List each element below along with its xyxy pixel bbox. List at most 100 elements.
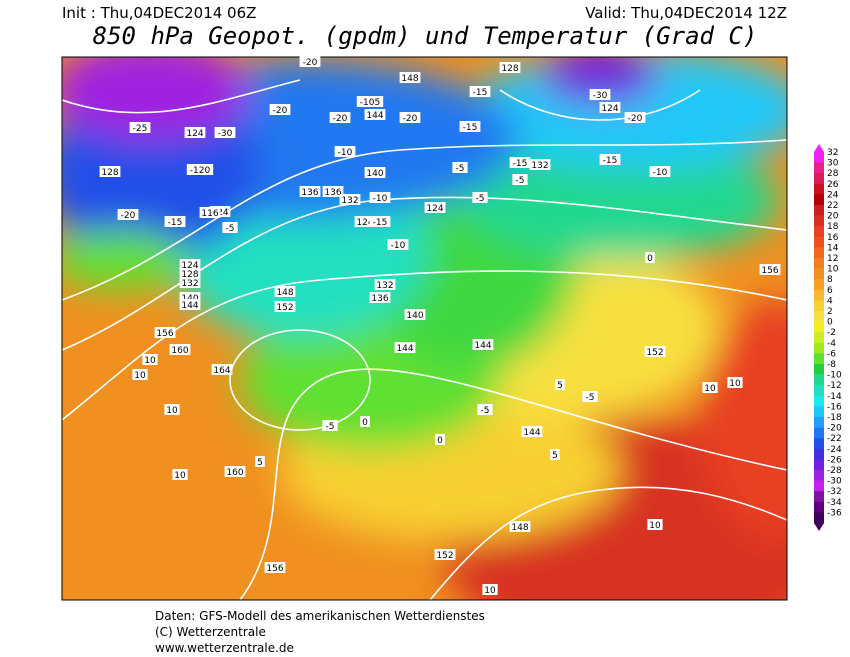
legend-swatch	[814, 321, 824, 333]
legend-swatch	[814, 353, 824, 365]
contour-label: 164	[213, 366, 230, 376]
label-box	[129, 122, 151, 133]
legend-label: -16	[827, 402, 842, 412]
contour-label: 10	[704, 384, 716, 394]
label-box	[512, 174, 528, 185]
contour-label: 10	[166, 406, 178, 416]
label-box	[482, 584, 498, 595]
contour-label: 144	[396, 344, 413, 354]
valid-time: Valid: Thu,04DEC2014 12Z	[585, 4, 787, 22]
contour-label: 144	[181, 301, 198, 311]
legend-swatch	[814, 247, 824, 259]
contour-label: 10	[134, 371, 146, 381]
label-box	[521, 426, 543, 437]
legend-swatch	[814, 512, 824, 524]
label-box	[369, 192, 391, 203]
label-box	[169, 344, 191, 355]
label-box	[322, 186, 344, 197]
contour-label: -20	[628, 114, 643, 124]
label-box	[360, 416, 370, 427]
label-box	[399, 112, 421, 123]
contour-label: -10	[391, 241, 406, 251]
footer-url: www.wetterzentrale.de	[155, 641, 294, 655]
label-box	[339, 194, 361, 205]
legend-label: -32	[827, 487, 842, 497]
label-box	[499, 62, 521, 73]
label-box	[154, 327, 176, 338]
label-box	[199, 207, 221, 218]
contour-label: 124	[186, 129, 203, 139]
contour-label: 132	[341, 196, 358, 206]
legend-label: -36	[827, 508, 842, 518]
legend-label: 22	[827, 201, 838, 211]
contour-label: -5	[476, 194, 485, 204]
legend-label: 30	[827, 159, 839, 169]
contour-label: -20	[303, 58, 318, 68]
legend-swatch	[814, 279, 824, 291]
contour-label: 128	[501, 64, 518, 74]
legend-label: -28	[827, 466, 842, 476]
legend-swatch	[814, 152, 824, 163]
label-box	[599, 102, 621, 113]
contour-label: -15	[463, 123, 478, 133]
contour-label: -15	[373, 218, 388, 228]
legend-swatch	[814, 332, 824, 344]
legend-swatch	[814, 491, 824, 503]
label-box	[354, 216, 376, 227]
label-box	[264, 562, 286, 573]
contour-label: 156	[266, 564, 283, 574]
legend-label: 18	[827, 222, 839, 232]
label-box	[509, 521, 531, 532]
label-box	[472, 339, 494, 350]
label-box	[459, 121, 481, 132]
label-box	[529, 159, 551, 170]
legend-swatch	[814, 374, 824, 386]
label-box	[364, 109, 386, 120]
contour-label: -20	[333, 114, 348, 124]
legend-swatch	[814, 311, 824, 322]
contour-label: -5	[456, 164, 465, 174]
contour-label: 5	[257, 458, 263, 468]
legend-swatch	[814, 342, 824, 354]
legend-swatch	[814, 406, 824, 418]
contour-label: 160	[171, 346, 188, 356]
map	[62, 57, 787, 600]
legend-label: 16	[827, 233, 839, 243]
label-box	[550, 449, 560, 460]
label-box	[399, 72, 421, 83]
label-box	[274, 301, 296, 312]
legend-label: 24	[827, 190, 839, 200]
contour-label: 10	[174, 471, 186, 481]
legend-label: 14	[827, 243, 839, 253]
label-box	[509, 157, 531, 168]
label-box	[624, 112, 646, 123]
legend-swatch	[814, 300, 824, 312]
legend-swatch	[814, 268, 824, 280]
label-box	[179, 292, 201, 303]
legend-swatch	[814, 438, 824, 450]
label-box	[387, 239, 409, 250]
label-box	[759, 264, 781, 275]
legend-arrow	[814, 523, 824, 531]
legend-swatch	[814, 448, 824, 460]
label-box	[299, 56, 321, 67]
contour-label: 124	[426, 204, 443, 214]
contour-label: -10	[338, 148, 353, 158]
contour-label: 0	[437, 436, 443, 446]
legend-label: -12	[827, 381, 842, 391]
label-box	[452, 162, 468, 173]
legend-label: -30	[827, 477, 842, 487]
legend-label: -26	[827, 455, 842, 465]
legend-swatch	[814, 470, 824, 481]
legend-swatch	[814, 364, 824, 375]
label-box	[164, 216, 186, 227]
label-box	[647, 519, 663, 530]
legend-label: 4	[827, 296, 833, 306]
legend-label: 28	[827, 169, 839, 179]
legend-swatch	[814, 459, 824, 471]
legend-label: -22	[827, 434, 842, 444]
legend-label: -24	[827, 445, 842, 455]
legend-label: 6	[827, 286, 833, 296]
contour-label: -30	[593, 91, 608, 101]
contour-label: 156	[761, 266, 778, 276]
